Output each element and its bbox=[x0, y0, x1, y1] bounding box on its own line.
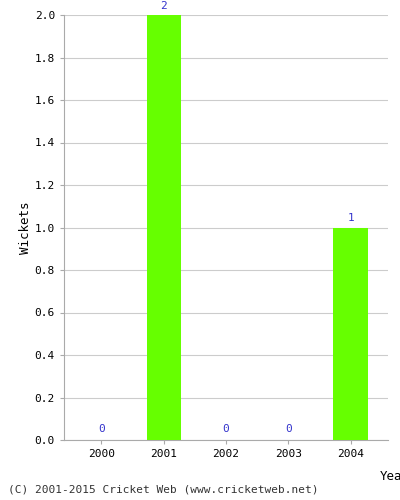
Text: 0: 0 bbox=[98, 424, 105, 434]
Text: 0: 0 bbox=[223, 424, 229, 434]
Text: 0: 0 bbox=[285, 424, 292, 434]
X-axis label: Year: Year bbox=[380, 470, 400, 483]
Text: 2: 2 bbox=[160, 0, 167, 10]
Text: 1: 1 bbox=[347, 213, 354, 223]
Text: (C) 2001-2015 Cricket Web (www.cricketweb.net): (C) 2001-2015 Cricket Web (www.cricketwe… bbox=[8, 485, 318, 495]
Bar bbox=[146, 15, 181, 440]
Y-axis label: Wickets: Wickets bbox=[19, 201, 32, 254]
Bar bbox=[334, 228, 368, 440]
